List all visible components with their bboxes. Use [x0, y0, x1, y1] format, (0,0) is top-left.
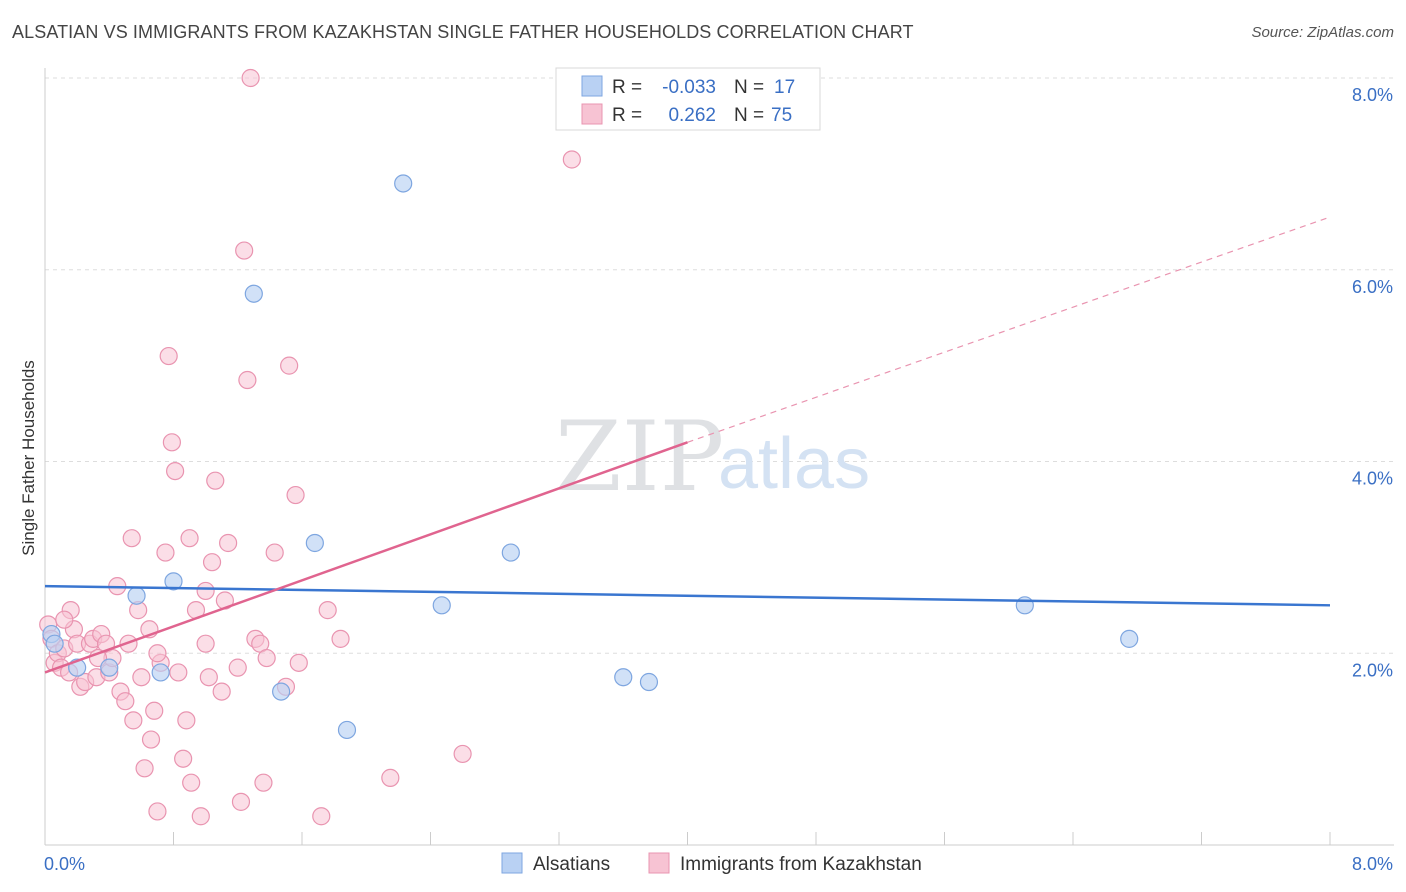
alsatians-point-16 [1015, 596, 1034, 615]
immigrants-point-44 [212, 682, 231, 701]
axes [44, 68, 1394, 846]
alsatians-point-8 [272, 682, 291, 701]
immigrants-point-60 [312, 807, 331, 826]
immigrants-point-48 [235, 241, 254, 260]
immigrants-point-66 [180, 529, 199, 548]
immigrants-trend-line [44, 441, 688, 674]
bottom-legend-label-alsatians: Alsatians [533, 854, 610, 875]
immigrants-point-37 [182, 773, 201, 792]
immigrants-point-47 [231, 792, 251, 811]
legend-r-value-2: 0.262 [668, 105, 716, 126]
alsatians-point-4 [127, 586, 146, 605]
immigrants-point-59 [289, 653, 308, 672]
legend-r-label-1: R = [612, 77, 642, 98]
immigrants-point-54 [257, 648, 276, 668]
alsatians-point-14 [614, 668, 633, 687]
immigrants-point-57 [280, 356, 299, 375]
immigrants-point-27 [145, 701, 164, 720]
immigrants-point-55 [265, 543, 284, 562]
y-tick-labels: 2.0% 4.0% 6.0% 8.0% [1352, 85, 1393, 680]
alsatians-point-9 [305, 533, 324, 553]
alsatians-point-11 [394, 174, 413, 193]
immigrants-point-67 [122, 529, 141, 548]
x-tick-labels: 0.0% 8.0% [44, 854, 1393, 874]
alsatians-point-5 [151, 663, 170, 682]
alsatians-point-17 [1120, 629, 1139, 648]
immigrants-point-68 [141, 730, 161, 749]
legend-n-value-1: 17 [774, 77, 795, 98]
y-axis-label: Single Father Households [19, 360, 38, 556]
immigrants-point-72 [196, 581, 215, 601]
y-tick-label-1: 4.0% [1352, 469, 1393, 489]
immigrants-point-74 [55, 610, 74, 629]
immigrants-point-61 [318, 601, 337, 620]
immigrants-point-28 [148, 802, 167, 821]
immigrants-point-73 [148, 644, 167, 663]
bottom-legend-swatch-alsatians [501, 852, 523, 874]
legend-r-label-2: R = [612, 105, 642, 126]
immigrants-trend-extension [687, 216, 1331, 443]
series-immigrants-points [39, 68, 581, 826]
immigrants-point-63 [381, 768, 400, 787]
immigrants-point-50 [241, 68, 260, 88]
y-tick-label-2: 6.0% [1352, 277, 1393, 297]
immigrants-point-65 [562, 150, 581, 169]
chart-title: ALSATIAN VS IMMIGRANTS FROM KAZAKHSTAN S… [12, 22, 914, 42]
x-tick-label-1: 8.0% [1352, 854, 1393, 874]
legend-n-label-1: N = [734, 77, 764, 98]
immigrants-point-22 [124, 711, 143, 730]
immigrants-point-41 [199, 668, 218, 687]
bottom-legend-label-immigrants: Immigrants from Kazakhstan [680, 854, 922, 875]
legend-n-value-2: 75 [771, 105, 792, 126]
series-legend: Alsatians Immigrants from Kazakhstan [501, 852, 922, 875]
y-tick-label-3: 8.0% [1352, 85, 1393, 105]
immigrants-point-39 [191, 807, 210, 826]
immigrants-point-45 [219, 533, 238, 553]
bottom-legend-swatch-immigrants [648, 852, 670, 874]
alsatians-point-12 [432, 596, 451, 615]
alsatians-point-15 [639, 672, 659, 692]
alsatians-trend-line [44, 584, 1331, 607]
correlation-legend: R = -0.033 N = 17 R = 0.262 N = 75 [555, 67, 821, 131]
immigrants-point-35 [174, 749, 193, 768]
alsatians-point-10 [337, 720, 357, 740]
immigrants-point-30 [156, 543, 175, 562]
immigrants-point-43 [206, 471, 225, 490]
alsatians-point-6 [164, 572, 183, 591]
source-label: Source: ZipAtlas.com [1251, 24, 1394, 41]
immigrants-point-40 [196, 634, 215, 653]
trend-lines [44, 216, 1331, 674]
alsatians-point-13 [501, 543, 520, 562]
watermark-zip: ZIP [555, 401, 724, 513]
immigrants-point-32 [162, 433, 181, 452]
watermark-atlas: atlas [718, 424, 870, 504]
legend-r-value-1: -0.033 [662, 77, 716, 98]
immigrants-point-36 [177, 711, 196, 730]
immigrants-point-58 [286, 485, 305, 505]
alsatians-point-1 [45, 634, 64, 653]
immigrants-point-24 [132, 668, 151, 687]
legend-swatch-immigrants [581, 103, 603, 125]
x-tick-label-0: 0.0% [44, 854, 85, 874]
immigrants-point-20 [116, 692, 135, 711]
immigrants-point-33 [166, 461, 185, 481]
immigrants-point-34 [169, 663, 188, 682]
watermark: ZIP atlas [555, 401, 870, 513]
grid [45, 77, 1394, 654]
y-tick-label-0: 2.0% [1352, 660, 1393, 680]
alsatians-point-7 [244, 284, 263, 303]
immigrants-point-64 [453, 744, 472, 764]
alsatians-point-3 [100, 658, 119, 677]
immigrants-point-49 [238, 370, 257, 390]
immigrants-point-31 [159, 346, 178, 366]
immigrants-point-62 [331, 629, 350, 648]
legend-n-label-2: N = [734, 105, 764, 126]
immigrants-point-53 [254, 773, 273, 792]
legend-swatch-alsatians [581, 75, 603, 97]
immigrants-point-42 [202, 553, 222, 572]
immigrants-point-46 [228, 658, 247, 677]
immigrants-point-25 [135, 759, 154, 778]
series-alsatians-points [42, 174, 1139, 740]
